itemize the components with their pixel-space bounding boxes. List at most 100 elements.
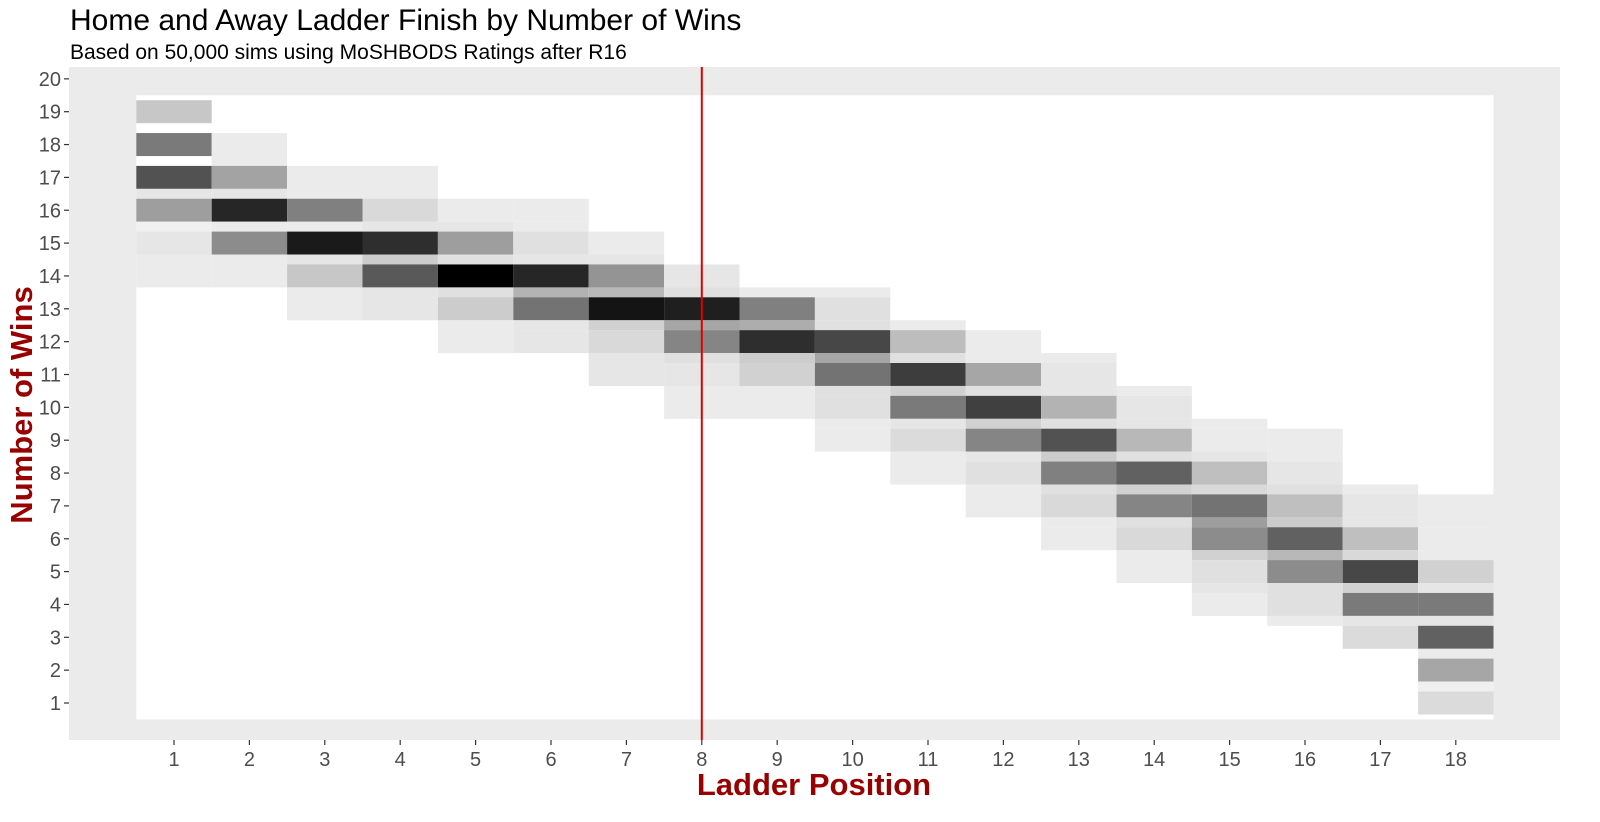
heatmap-cell <box>136 231 212 255</box>
heatmap-cell <box>588 254 665 265</box>
heatmap-cell <box>890 428 966 452</box>
heatmap-cell <box>965 385 1042 396</box>
heatmap-cell <box>814 418 891 429</box>
heatmap-cell <box>588 353 665 364</box>
y-tick-label: 5 <box>50 562 61 584</box>
heatmap-cell <box>965 451 1042 462</box>
y-tick-label: 20 <box>39 69 61 91</box>
heatmap-cell <box>437 264 514 288</box>
heatmap-cell <box>211 165 288 189</box>
heatmap-cell <box>362 188 438 199</box>
heatmap-cell <box>1267 583 1343 594</box>
heatmap-cell <box>1116 560 1192 584</box>
heatmap-cell <box>588 287 665 298</box>
heatmap-cell <box>1041 395 1117 419</box>
heatmap-cell <box>588 363 665 386</box>
heatmap-cell <box>814 353 891 364</box>
y-tick-label: 4 <box>50 594 61 616</box>
heatmap-cell <box>1267 550 1343 561</box>
x-tick-label: 14 <box>1143 749 1165 771</box>
heatmap-cell <box>513 330 589 354</box>
heatmap-cell <box>437 221 514 232</box>
heatmap-cell <box>362 297 438 321</box>
x-tick-label: 18 <box>1445 749 1467 771</box>
heatmap-cell <box>1191 451 1268 462</box>
x-tick-label: 4 <box>395 749 406 771</box>
heatmap-cell <box>1418 615 1494 626</box>
heatmap-cell <box>437 287 514 298</box>
y-tick-label: 10 <box>39 397 61 419</box>
heatmap-cell <box>1041 418 1117 429</box>
heatmap-cell <box>588 320 665 331</box>
heatmap-cell <box>1116 484 1192 495</box>
heatmap-cell <box>1041 484 1117 495</box>
heatmap-cell <box>1116 494 1192 518</box>
heatmap-cell <box>814 428 891 452</box>
y-tick-label: 2 <box>50 660 61 682</box>
heatmap-cell <box>211 155 288 166</box>
heatmap-cell <box>437 297 514 321</box>
x-tick-label: 16 <box>1294 749 1316 771</box>
heatmap-cell <box>739 363 815 386</box>
y-tick-label: 6 <box>50 529 61 551</box>
heatmap-cell <box>1342 550 1419 561</box>
heatmap-cell <box>1418 527 1494 551</box>
y-tick-label: 1 <box>50 693 61 715</box>
heatmap-cell <box>1041 353 1117 364</box>
heatmap-cell <box>1116 550 1192 561</box>
heatmap-cell <box>437 254 514 265</box>
y-tick-label: 15 <box>39 233 61 255</box>
heatmap-cell <box>513 221 589 232</box>
heatmap-cell <box>1267 484 1343 495</box>
heatmap-cell <box>1041 385 1117 396</box>
x-tick-label: 17 <box>1369 749 1391 771</box>
x-tick-label: 5 <box>470 749 481 771</box>
heatmap-cell <box>890 461 966 485</box>
heatmap-cells <box>136 100 1494 715</box>
x-axis-title: Ladder Position <box>697 767 931 802</box>
heatmap-cell <box>1418 691 1494 715</box>
heatmap-cell <box>1342 527 1419 551</box>
heatmap-cell <box>136 188 212 199</box>
heatmap-cell <box>588 297 665 321</box>
heatmap-cell <box>588 231 665 255</box>
x-tick-label: 1 <box>168 749 179 771</box>
heatmap-cell <box>136 165 212 189</box>
heatmap-cell <box>1418 681 1494 692</box>
heatmap-cell <box>1418 658 1494 682</box>
heatmap-cell <box>739 320 815 331</box>
heatmap-cell <box>1191 517 1268 528</box>
heatmap-cell <box>362 254 438 265</box>
heatmap-cell <box>965 494 1042 518</box>
heatmap-cell <box>965 353 1042 364</box>
heatmap-cell <box>136 198 212 222</box>
heatmap-cell <box>513 231 589 255</box>
heatmap-cell <box>1041 363 1117 386</box>
heatmap-cell <box>1041 461 1117 485</box>
heatmap-cell <box>1116 451 1192 462</box>
x-tick-label: 2 <box>244 749 255 771</box>
y-tick-label: 18 <box>39 135 61 157</box>
heatmap-cell <box>1041 517 1117 528</box>
heatmap-cell <box>513 198 589 222</box>
heatmap-cell <box>1342 615 1419 626</box>
heatmap-cell <box>1267 461 1343 485</box>
heatmap-cell <box>1267 517 1343 528</box>
heatmap-cell <box>513 287 589 298</box>
heatmap-cell <box>1342 560 1419 584</box>
heatmap-cell <box>513 254 589 265</box>
heatmap-cell <box>814 320 891 331</box>
heatmap-cell <box>1191 494 1268 518</box>
heatmap-cell <box>1191 484 1268 495</box>
heatmap-cell <box>1116 418 1192 429</box>
heatmap-cell <box>1418 648 1494 659</box>
heatmap-cell <box>1191 583 1268 594</box>
heatmap-cell <box>513 297 589 321</box>
heatmap-cell <box>1267 615 1343 626</box>
heatmap-cell <box>1191 527 1268 551</box>
heatmap-cell <box>1342 517 1419 528</box>
heatmap-cell <box>1267 592 1343 616</box>
heatmap-cell <box>287 165 363 189</box>
